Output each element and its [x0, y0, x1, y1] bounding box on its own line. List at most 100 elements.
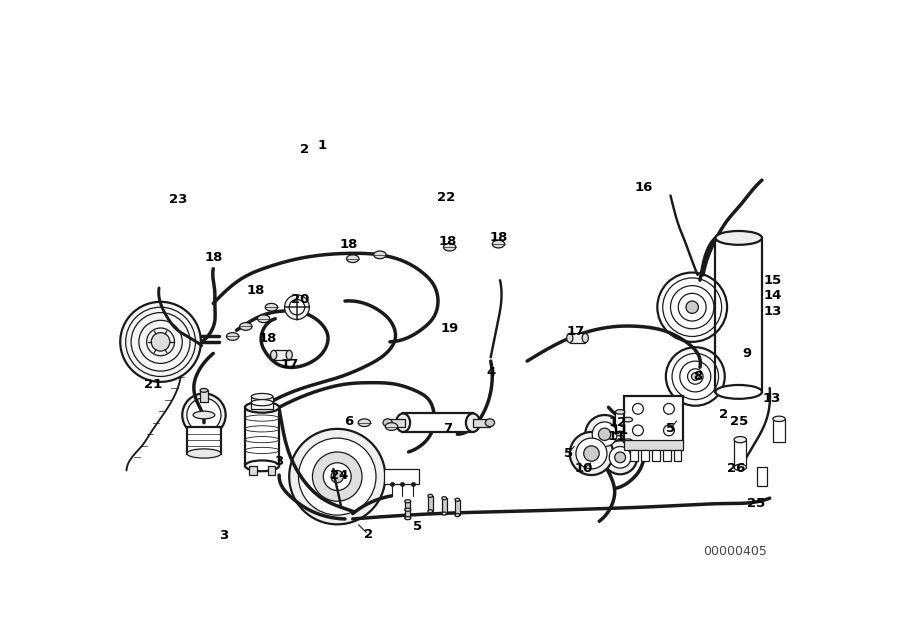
Text: 18: 18 [490, 231, 508, 244]
Ellipse shape [444, 243, 455, 251]
Circle shape [686, 301, 698, 313]
Ellipse shape [405, 500, 411, 503]
Bar [623, 420, 633, 441]
Text: 18: 18 [438, 235, 456, 248]
Bar [773, 419, 785, 442]
Text: 5: 5 [666, 422, 675, 436]
Bar [249, 466, 256, 475]
Circle shape [663, 403, 674, 414]
Circle shape [151, 333, 170, 351]
Ellipse shape [492, 240, 505, 248]
Bar [662, 450, 670, 461]
Bar [267, 466, 275, 475]
Ellipse shape [251, 394, 273, 399]
Circle shape [691, 373, 699, 380]
Text: 2: 2 [300, 143, 310, 156]
Ellipse shape [567, 333, 573, 343]
Text: 24: 24 [329, 469, 348, 481]
Circle shape [299, 438, 376, 515]
Ellipse shape [582, 333, 589, 343]
Ellipse shape [455, 498, 460, 501]
Text: 3: 3 [219, 530, 228, 542]
Ellipse shape [428, 494, 433, 497]
Circle shape [615, 452, 626, 463]
Text: 2: 2 [364, 528, 373, 541]
Ellipse shape [405, 517, 411, 519]
Text: 18: 18 [258, 331, 276, 345]
Text: 6: 6 [344, 415, 354, 427]
Ellipse shape [251, 399, 273, 406]
Text: 21: 21 [144, 378, 162, 391]
Circle shape [182, 394, 226, 436]
Bar [245, 407, 279, 466]
Circle shape [592, 422, 617, 446]
Text: 16: 16 [634, 182, 652, 194]
Text: 11: 11 [610, 424, 628, 437]
Bar [428, 496, 433, 511]
Text: 12: 12 [608, 416, 627, 429]
Text: 00000405: 00000405 [703, 545, 767, 558]
Ellipse shape [716, 385, 762, 399]
Ellipse shape [385, 423, 398, 431]
Ellipse shape [442, 512, 446, 515]
Text: 17: 17 [280, 358, 298, 371]
Circle shape [312, 452, 362, 501]
Circle shape [585, 415, 624, 453]
Ellipse shape [346, 255, 359, 262]
Bar [403, 413, 472, 432]
Circle shape [679, 293, 706, 321]
Ellipse shape [245, 402, 279, 413]
Bar [455, 500, 460, 515]
Text: 9: 9 [742, 347, 751, 360]
Ellipse shape [455, 514, 460, 517]
Bar [673, 450, 681, 461]
Text: 10: 10 [574, 462, 593, 476]
Circle shape [570, 432, 613, 475]
Bar [251, 396, 273, 409]
Ellipse shape [734, 464, 746, 471]
Circle shape [603, 441, 637, 474]
Ellipse shape [466, 413, 480, 432]
Bar [616, 412, 625, 434]
Text: 18: 18 [204, 251, 222, 264]
Ellipse shape [374, 251, 386, 258]
Ellipse shape [428, 510, 433, 513]
Text: 8: 8 [693, 370, 702, 383]
Bar [624, 396, 683, 442]
Ellipse shape [442, 497, 446, 500]
Ellipse shape [286, 351, 292, 359]
Circle shape [323, 463, 351, 490]
Text: 15: 15 [764, 274, 782, 287]
Bar [630, 450, 638, 461]
Circle shape [187, 398, 221, 432]
Text: 5: 5 [563, 447, 572, 460]
Ellipse shape [405, 508, 411, 511]
Bar [570, 333, 585, 343]
Bar [187, 427, 221, 453]
Bar [472, 419, 490, 427]
Circle shape [331, 471, 344, 483]
Text: 2: 2 [718, 408, 728, 422]
Text: 19: 19 [440, 322, 459, 335]
Ellipse shape [616, 410, 625, 414]
Circle shape [633, 425, 643, 436]
Text: 4: 4 [486, 366, 495, 379]
Circle shape [153, 334, 168, 349]
Text: 25: 25 [730, 415, 748, 427]
Text: 26: 26 [727, 462, 745, 476]
Text: 17: 17 [567, 325, 585, 338]
Text: 20: 20 [291, 293, 310, 306]
Text: 18: 18 [247, 284, 266, 297]
Ellipse shape [383, 419, 392, 427]
Circle shape [121, 302, 201, 382]
Ellipse shape [245, 460, 279, 471]
Ellipse shape [200, 389, 208, 392]
Ellipse shape [227, 333, 239, 340]
Text: 13: 13 [762, 392, 780, 404]
Text: 13: 13 [763, 305, 782, 318]
Ellipse shape [485, 419, 495, 427]
Bar [624, 439, 683, 450]
Circle shape [663, 425, 674, 436]
Circle shape [289, 429, 385, 525]
Ellipse shape [396, 413, 410, 432]
